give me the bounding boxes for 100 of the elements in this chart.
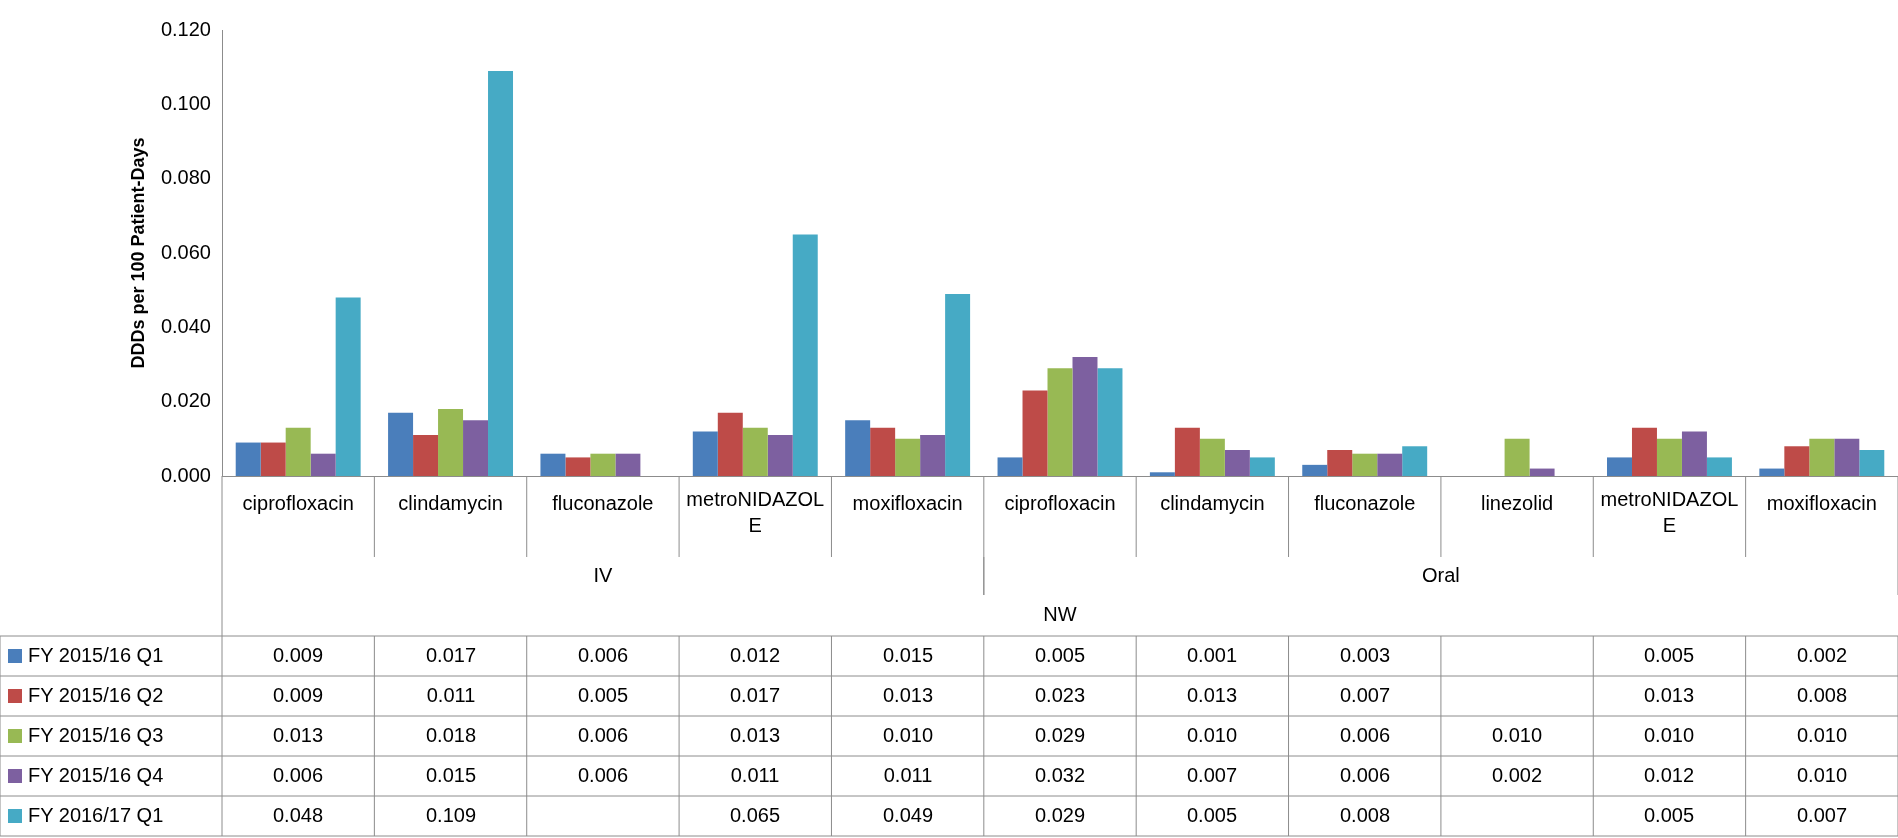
- x-tick-label: fluconazole: [1314, 491, 1416, 514]
- data-label: 0.065: [729, 803, 781, 826]
- bar: [1377, 453, 1403, 476]
- x-tick-label: moxifloxacin: [852, 491, 963, 514]
- text: 0.000: [160, 463, 211, 486]
- legend-label: FY 2015/16 Q2: [28, 683, 164, 706]
- bar: [1859, 449, 1885, 476]
- legend-label: FY 2016/17 Q1: [28, 803, 164, 826]
- bar: [1302, 464, 1328, 476]
- data-label: 0.009: [272, 683, 324, 706]
- bar: [742, 427, 768, 476]
- text: 0.020: [160, 389, 211, 412]
- data-label: 0.005: [1643, 803, 1695, 826]
- legend-label: FY 2015/16 Q3: [28, 723, 164, 746]
- data-label: 0.010: [1643, 723, 1695, 746]
- data-label: 0.049: [882, 803, 934, 826]
- bar: [590, 453, 616, 476]
- data-label: 0.008: [1796, 683, 1848, 706]
- text: IV: [593, 563, 614, 586]
- bar: [1352, 453, 1378, 476]
- bar: [792, 234, 818, 476]
- bar: [1224, 449, 1250, 476]
- data-label: 0.010: [882, 723, 934, 746]
- data-label: 0.006: [1339, 763, 1391, 786]
- data-label: 0.012: [729, 643, 781, 666]
- data-label: 0.013: [882, 683, 934, 706]
- data-label: 0.012: [1643, 763, 1695, 786]
- bar: [1249, 457, 1275, 476]
- bar: [945, 293, 971, 476]
- bar: [235, 442, 261, 476]
- bar: [413, 435, 439, 476]
- data-label: 0.006: [577, 723, 629, 746]
- bar: [1529, 468, 1555, 476]
- x-tick-label: ciprofloxacin: [242, 491, 354, 514]
- bar: [1681, 431, 1707, 476]
- bar: [540, 453, 566, 476]
- bar: [1809, 438, 1835, 476]
- data-label: 0.006: [577, 643, 629, 666]
- data-label: 0.003: [1339, 643, 1391, 666]
- data-label: 0.005: [1034, 643, 1086, 666]
- data-label: 0.011: [426, 683, 476, 706]
- data-label: 0.011: [883, 763, 933, 786]
- x-tick-label: ciprofloxacin: [1004, 491, 1116, 514]
- data-label: 0.013: [729, 723, 781, 746]
- bar: [565, 457, 591, 476]
- data-label: 0.002: [1796, 643, 1848, 666]
- text: 0.040: [160, 314, 211, 337]
- data-label: 0.006: [577, 763, 629, 786]
- bar: [1834, 438, 1860, 476]
- bar: [1606, 457, 1632, 476]
- legend-label: FY 2015/16 Q1: [28, 643, 164, 666]
- data-label: 0.017: [729, 683, 781, 706]
- data-label: 0.017: [425, 643, 477, 666]
- x-tick-label: metroNIDAZOLE: [686, 487, 825, 536]
- bar: [285, 427, 311, 476]
- bar: [920, 435, 946, 476]
- bar: [895, 438, 921, 476]
- data-label: 0.011: [730, 763, 780, 786]
- bar: [1706, 457, 1732, 476]
- data-label: 0.109: [425, 803, 477, 826]
- text: NW: [1043, 603, 1077, 626]
- data-label: 0.007: [1186, 763, 1238, 786]
- data-label: 0.010: [1186, 723, 1238, 746]
- data-label: 0.013: [1643, 683, 1695, 706]
- data-label: 0.005: [577, 683, 629, 706]
- bar: [1504, 438, 1530, 476]
- bar: [1097, 368, 1123, 476]
- data-label: 0.001: [1186, 643, 1238, 666]
- bar: [1402, 446, 1428, 476]
- text: 0.080: [160, 166, 211, 189]
- data-label: 0.009: [272, 643, 324, 666]
- data-label: 0.005: [1643, 643, 1695, 666]
- text: 0.060: [160, 240, 211, 263]
- bar: [488, 70, 514, 476]
- bar: [717, 412, 743, 476]
- bar: [1072, 357, 1098, 476]
- bar: [1022, 390, 1048, 476]
- x-tick-label: clindamycin: [398, 491, 503, 514]
- bar: [870, 427, 896, 476]
- data-label: 0.010: [1796, 723, 1848, 746]
- data-label: 0.023: [1034, 683, 1086, 706]
- bar: [1199, 438, 1225, 476]
- data-label: 0.018: [425, 723, 477, 746]
- data-label: 0.013: [1186, 683, 1238, 706]
- bar: [1327, 449, 1353, 476]
- data-label: 0.006: [272, 763, 324, 786]
- data-label: 0.010: [1796, 763, 1848, 786]
- data-label: 0.048: [272, 803, 324, 826]
- bar: [692, 431, 718, 476]
- bar: [335, 297, 361, 476]
- bar: [1149, 472, 1175, 476]
- x-tick-label: linezolid: [1480, 491, 1554, 514]
- data-label: 0.002: [1491, 763, 1543, 786]
- data-label: 0.007: [1796, 803, 1848, 826]
- data-label: 0.010: [1491, 723, 1543, 746]
- data-label: 0.013: [272, 723, 324, 746]
- bar: [438, 409, 464, 476]
- data-label: 0.029: [1034, 803, 1086, 826]
- y-axis-title: DDDs per 100 Patient-Days: [127, 137, 148, 369]
- data-label: 0.007: [1339, 683, 1391, 706]
